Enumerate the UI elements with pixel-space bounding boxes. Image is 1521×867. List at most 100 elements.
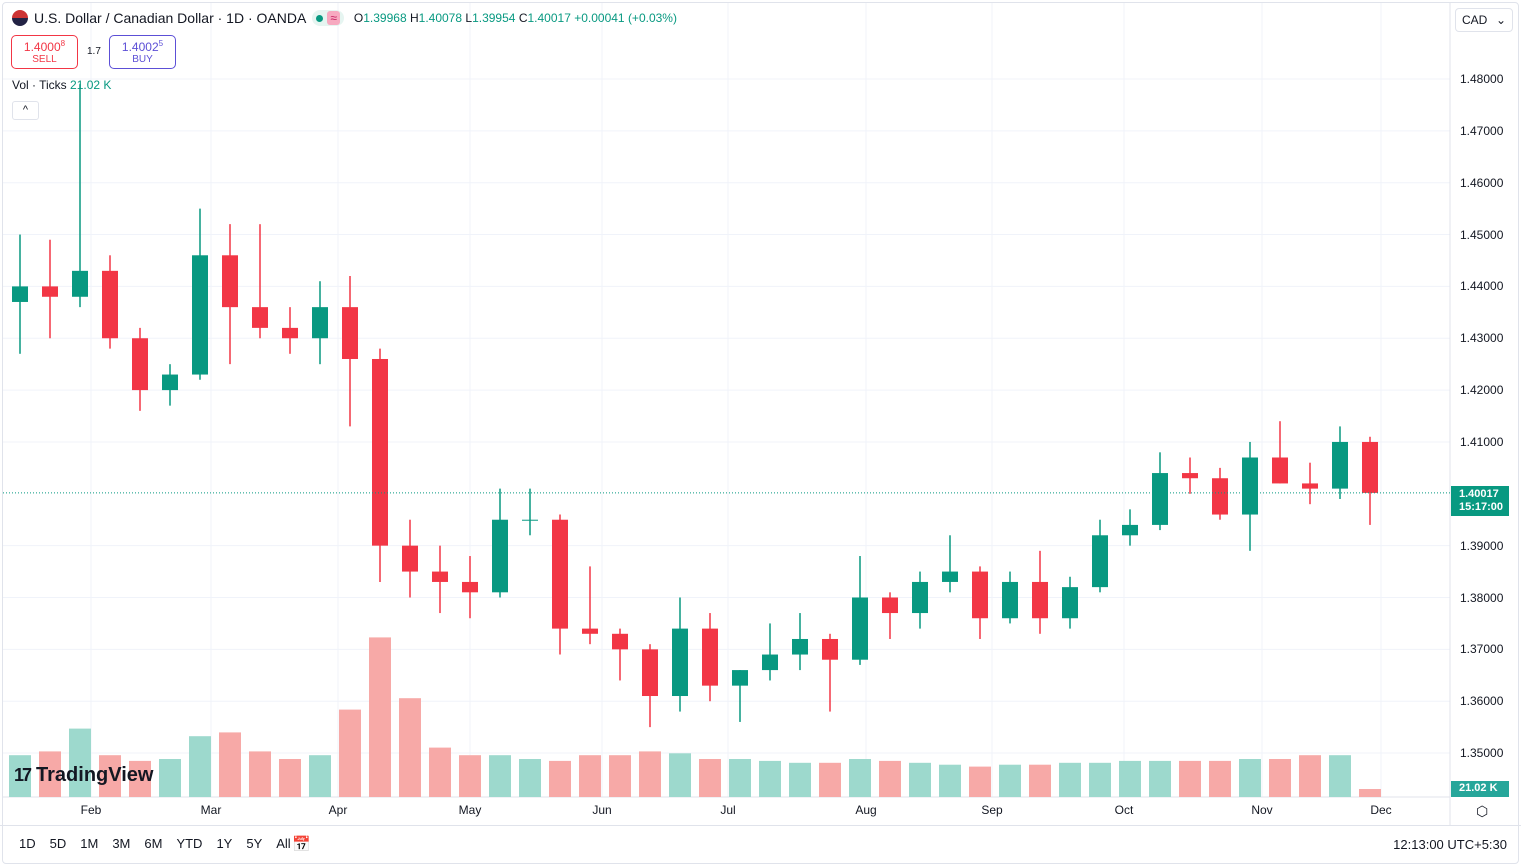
candle-body[interactable]	[252, 307, 268, 328]
candle-body[interactable]	[312, 307, 328, 339]
volume-bar	[249, 751, 271, 797]
time-tick: Apr	[328, 803, 348, 817]
candle-body[interactable]	[432, 571, 448, 582]
tradingview-logo[interactable]: 17 TradingView	[14, 764, 154, 786]
candle-body[interactable]	[372, 358, 388, 546]
candle-body[interactable]	[1182, 473, 1198, 479]
chart-settings-icon[interactable]: ⬡	[1476, 803, 1489, 819]
low-value: 1.39954	[472, 11, 516, 25]
candle-body[interactable]	[852, 597, 868, 660]
volume-bar	[1269, 759, 1291, 797]
candle-body[interactable]	[192, 255, 208, 375]
candle-body[interactable]	[642, 649, 658, 697]
close-value: 1.40017	[527, 11, 571, 25]
timeframe-ytd[interactable]: YTD	[176, 836, 203, 851]
collapse-legend-button[interactable]: ^	[12, 101, 39, 120]
volume-legend[interactable]: Vol · Ticks 21.02 K	[12, 78, 112, 92]
volume-bar	[279, 759, 301, 797]
candle-body[interactable]	[1212, 478, 1228, 515]
candle-body[interactable]	[792, 638, 808, 655]
candle-body[interactable]	[1302, 483, 1318, 489]
volume-bar	[1149, 760, 1171, 797]
candle-body[interactable]	[972, 571, 988, 619]
volume-bar	[699, 759, 721, 797]
candle-body[interactable]	[1002, 581, 1018, 619]
volume-bar	[1209, 760, 1231, 797]
buy-button[interactable]: 1.40025 BUY	[109, 35, 176, 69]
volume-bar	[609, 755, 631, 797]
candle-body[interactable]	[1242, 457, 1258, 515]
volume-bar	[489, 755, 511, 797]
candle-body[interactable]	[222, 255, 238, 308]
candle-body[interactable]	[882, 597, 898, 614]
candle-body[interactable]	[72, 270, 88, 297]
volume-bar	[639, 751, 661, 797]
candle-body[interactable]	[942, 571, 958, 582]
volume-bar	[939, 764, 961, 797]
candle-body[interactable]	[672, 628, 688, 697]
volume-bar	[159, 759, 181, 797]
time-tick: Dec	[1370, 803, 1392, 817]
symbol-title[interactable]: U.S. Dollar / Canadian Dollar · 1D · OAN…	[34, 10, 307, 26]
candle-body[interactable]	[1122, 524, 1138, 536]
candle-body[interactable]	[522, 519, 538, 521]
time-tick: Feb	[80, 803, 102, 817]
market-status[interactable]: ≈	[312, 10, 344, 26]
candle-body[interactable]	[1092, 535, 1108, 588]
candle-body[interactable]	[402, 545, 418, 572]
timeframe-1m[interactable]: 1M	[80, 836, 99, 851]
timeframe-3m[interactable]: 3M	[112, 836, 131, 851]
ohlc-values: O1.39968 H1.40078 L1.39954 C1.40017 +0.0…	[353, 11, 677, 25]
candle-body[interactable]	[732, 670, 748, 686]
candle-body[interactable]	[1272, 457, 1288, 484]
candle-body[interactable]	[342, 307, 358, 359]
sell-button[interactable]: 1.40008 SELL	[11, 35, 78, 69]
candle-body[interactable]	[1152, 473, 1168, 525]
candle-body[interactable]	[162, 374, 178, 391]
candle-body[interactable]	[132, 338, 148, 391]
candle-body[interactable]	[492, 519, 508, 593]
divider	[0, 825, 1521, 826]
timeframe-5d[interactable]: 5D	[49, 836, 67, 851]
candle-body[interactable]	[552, 519, 568, 629]
volume-bar	[969, 766, 991, 797]
timeframe-5y[interactable]: 5Y	[246, 836, 263, 851]
candle-body[interactable]	[702, 628, 718, 686]
volume-bar	[1359, 789, 1381, 797]
volume-bar	[69, 728, 91, 797]
timeframe-all[interactable]: All	[276, 836, 291, 851]
last-price-label: 1.40017 15:17:00	[1451, 486, 1509, 516]
candle-body[interactable]	[462, 581, 478, 593]
timeframe-bar: 1D 5D 1M 3M 6M YTD 1Y 5Y All	[12, 836, 298, 851]
volume-bar	[129, 760, 151, 797]
timeframe-1d[interactable]: 1D	[19, 836, 36, 851]
volume-bar	[1029, 764, 1051, 797]
candle-body[interactable]	[12, 286, 28, 302]
goto-date-icon[interactable]: 📅	[292, 836, 311, 853]
candle-body[interactable]	[822, 638, 838, 660]
candle-body[interactable]	[282, 327, 298, 339]
currency-select[interactable]: CAD ⌄	[1455, 8, 1513, 32]
timeframe-1y[interactable]: 1Y	[216, 836, 233, 851]
candle-body[interactable]	[1362, 441, 1378, 493]
candle-body[interactable]	[612, 633, 628, 650]
volume-bar	[369, 637, 391, 797]
candle-body[interactable]	[1032, 581, 1048, 619]
candle-body[interactable]	[912, 581, 928, 614]
volume-bar	[309, 755, 331, 797]
candle-body[interactable]	[1062, 587, 1078, 619]
volume-bar	[339, 709, 361, 797]
candle-body[interactable]	[582, 628, 598, 634]
candle-body[interactable]	[102, 270, 118, 339]
clock[interactable]: 12:13:00 UTC+5:30	[1393, 837, 1507, 852]
candle-body[interactable]	[1332, 441, 1348, 489]
market-open-icon	[316, 14, 324, 22]
candle-body[interactable]	[42, 286, 58, 297]
volume-bar	[909, 762, 931, 797]
time-tick: May	[458, 803, 482, 817]
timeframe-6m[interactable]: 6M	[144, 836, 163, 851]
candle-body[interactable]	[762, 654, 778, 671]
volume-bar	[549, 760, 571, 797]
